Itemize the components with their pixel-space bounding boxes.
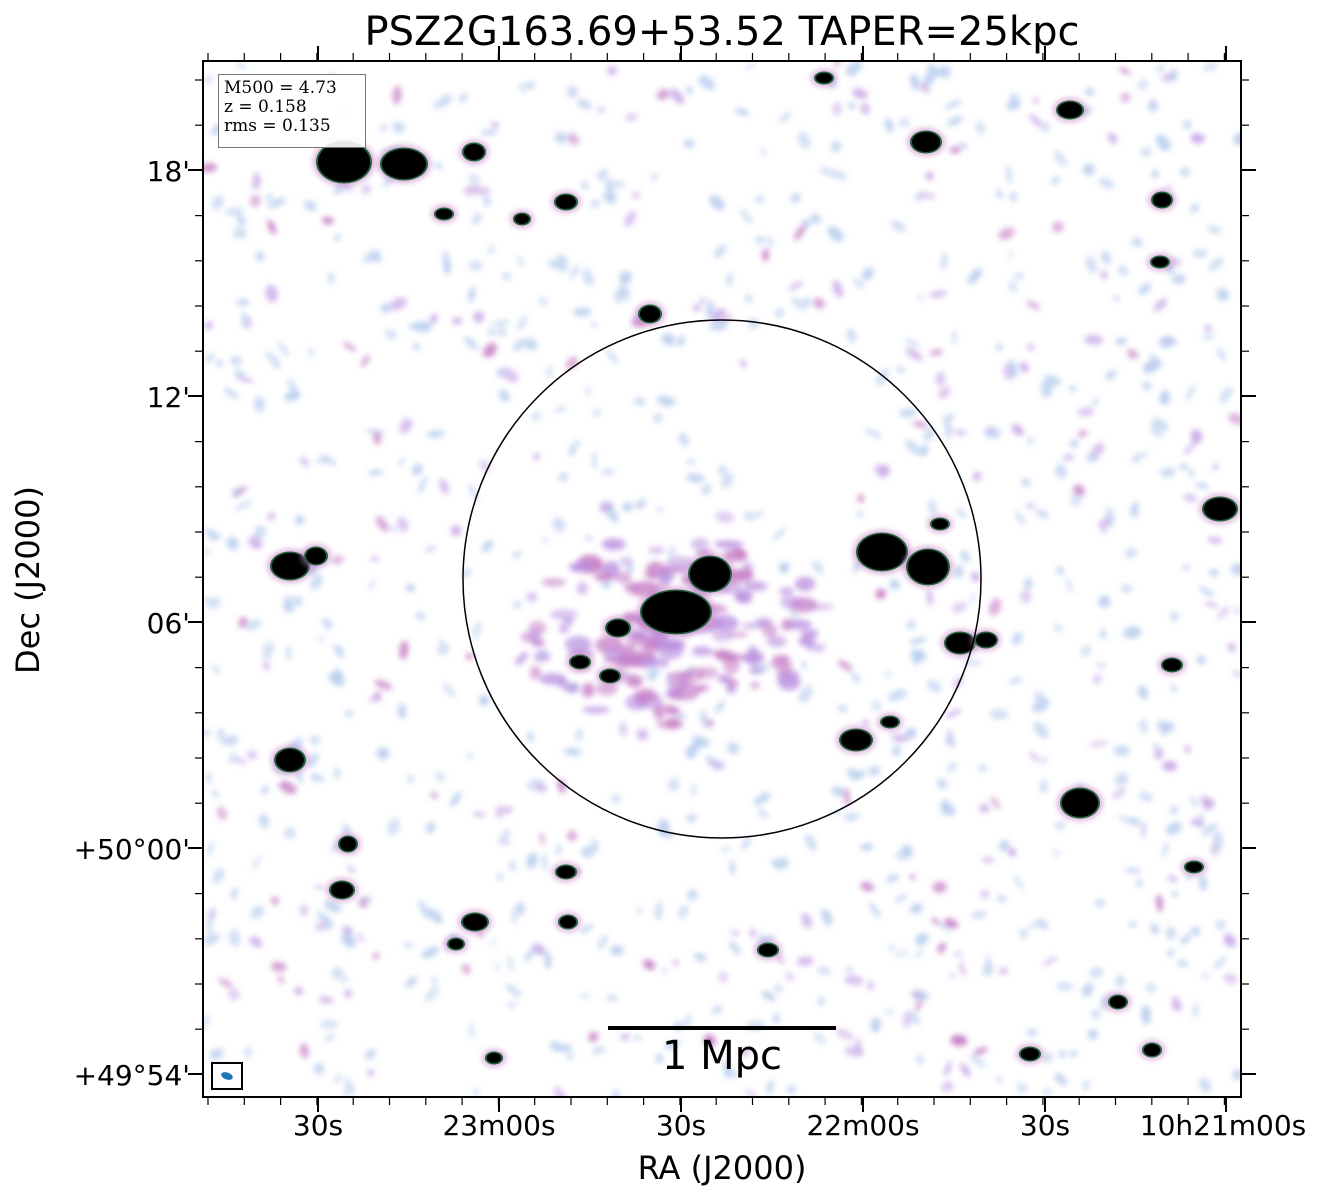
radio-source (1163, 659, 1181, 671)
radio-source (882, 717, 898, 727)
radio-source (1144, 1044, 1160, 1056)
y-axis-title: Dec (J2000) (9, 486, 47, 674)
x-tick-label: 22m00s (806, 1109, 920, 1142)
radio-source (607, 620, 629, 636)
radio-source (1153, 193, 1171, 207)
radio-source (642, 591, 710, 633)
radio-source (436, 209, 452, 219)
cluster-info-box: M500 = 4.73 z = 0.158 rms = 0.135 (218, 74, 366, 148)
y-tick-label: 18' (146, 155, 190, 188)
radio-source (946, 633, 974, 653)
radio-source (463, 914, 487, 930)
r500-circle (462, 319, 982, 839)
radio-source (340, 837, 356, 851)
m500-text: M500 = 4.73 (224, 78, 337, 98)
radio-source (556, 195, 576, 209)
radio-source (1110, 996, 1126, 1008)
beam-ellipse (221, 1072, 233, 1080)
noise-layer (204, 62, 1240, 1096)
source-layer (267, 69, 1240, 1067)
radio-source (858, 534, 906, 570)
image-title: PSZ2G163.69+53.52 TAPER=25kpc (364, 9, 1080, 55)
radio-source (640, 306, 660, 322)
y-tick-label: 06' (146, 607, 190, 640)
radio-source (1186, 862, 1202, 872)
radio-map (204, 62, 1240, 1096)
radio-source (816, 73, 832, 83)
radio-source (908, 550, 948, 584)
radio-source (515, 214, 529, 224)
radio-source (1152, 257, 1168, 267)
radio-source (690, 557, 730, 591)
x-axis-title: RA (J2000) (637, 1149, 807, 1187)
radio-source (571, 656, 589, 668)
y-tick-label: +50°00' (73, 833, 190, 866)
radio-source (932, 519, 948, 529)
radio-source (557, 866, 575, 878)
radio-source (272, 553, 308, 579)
radio-source (1204, 498, 1236, 520)
x-tick-label: 30s (292, 1109, 344, 1142)
radio-source (1021, 1048, 1039, 1060)
radio-source (912, 132, 940, 152)
radio-source (464, 144, 484, 160)
scale-bar-label: 1 Mpc (661, 1033, 783, 1079)
x-tick-label: 23m00s (442, 1109, 556, 1142)
radio-source (306, 548, 326, 564)
radio-source (1062, 789, 1098, 817)
radio-source (976, 633, 996, 647)
y-tick-label: +49°54' (73, 1059, 190, 1092)
x-tick-label: 10h21m00s (1139, 1109, 1307, 1142)
radio-source (841, 730, 871, 750)
radio-source (318, 142, 370, 182)
radio-source (560, 916, 576, 928)
radio-source (449, 939, 463, 949)
radio-source (601, 670, 619, 682)
radio-source (382, 149, 426, 179)
beam-box (211, 1062, 243, 1090)
radio-source (487, 1053, 501, 1063)
radio-image-panel[interactable] (202, 60, 1242, 1098)
radio-source (331, 882, 353, 898)
radio-source (759, 944, 777, 956)
redshift-text: z = 0.158 (224, 97, 307, 117)
radio-source (276, 749, 304, 771)
x-tick-label: 30s (1019, 1109, 1071, 1142)
rms-text: rms = 0.135 (224, 116, 331, 136)
x-tick-label: 30s (655, 1109, 707, 1142)
radio-source (1058, 102, 1082, 118)
y-tick-label: 12' (146, 381, 190, 414)
